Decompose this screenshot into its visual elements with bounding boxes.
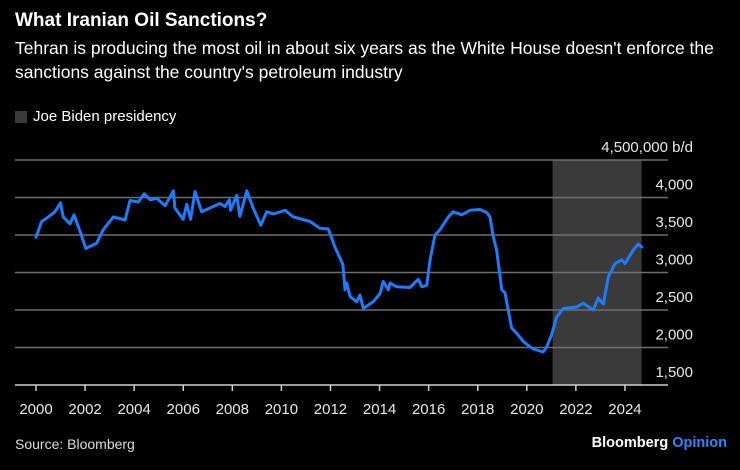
y-tick-label: 2,000 bbox=[655, 327, 693, 344]
x-tick-label: 2018 bbox=[461, 401, 494, 418]
x-tick-label: 2024 bbox=[608, 401, 641, 418]
x-tick-label: 2012 bbox=[314, 401, 347, 418]
legend-label: Joe Biden presidency bbox=[33, 108, 177, 125]
y-tick-label: 3,500 bbox=[655, 214, 693, 231]
x-tick-label: 2020 bbox=[510, 401, 543, 418]
iran-oil-production-line bbox=[34, 189, 644, 354]
legend-swatch-shaded bbox=[15, 110, 27, 123]
y-tick-label: 2,500 bbox=[655, 289, 693, 306]
x-tick-label: 2014 bbox=[363, 401, 396, 418]
x-tick-label: 2016 bbox=[412, 401, 445, 418]
y-tick-label: 4,000 bbox=[655, 177, 693, 194]
y-tick-label: 3,000 bbox=[655, 252, 693, 269]
legend: Joe Biden presidency bbox=[15, 108, 176, 125]
x-tick-label: 2010 bbox=[265, 401, 298, 418]
y-tick-label: 4,500,000 b/d bbox=[601, 139, 693, 156]
bloomberg-opinion-logo: Bloomberg Opinion bbox=[591, 435, 727, 451]
x-tick-label: 2004 bbox=[117, 401, 150, 418]
chart-subtitle: Tehran is producing the most oil in abou… bbox=[15, 38, 714, 82]
x-tick-label: 2006 bbox=[167, 401, 200, 418]
x-tick-label: 2000 bbox=[19, 401, 52, 418]
source-note: Source: Bloomberg bbox=[15, 436, 135, 452]
x-tick-label: 2022 bbox=[559, 401, 592, 418]
chart-title: What Iranian Oil Sanctions? bbox=[15, 10, 268, 31]
x-tick-label: 2008 bbox=[216, 401, 249, 418]
x-tick-label: 2002 bbox=[68, 401, 101, 418]
y-tick-label: 1,500 bbox=[655, 364, 693, 381]
